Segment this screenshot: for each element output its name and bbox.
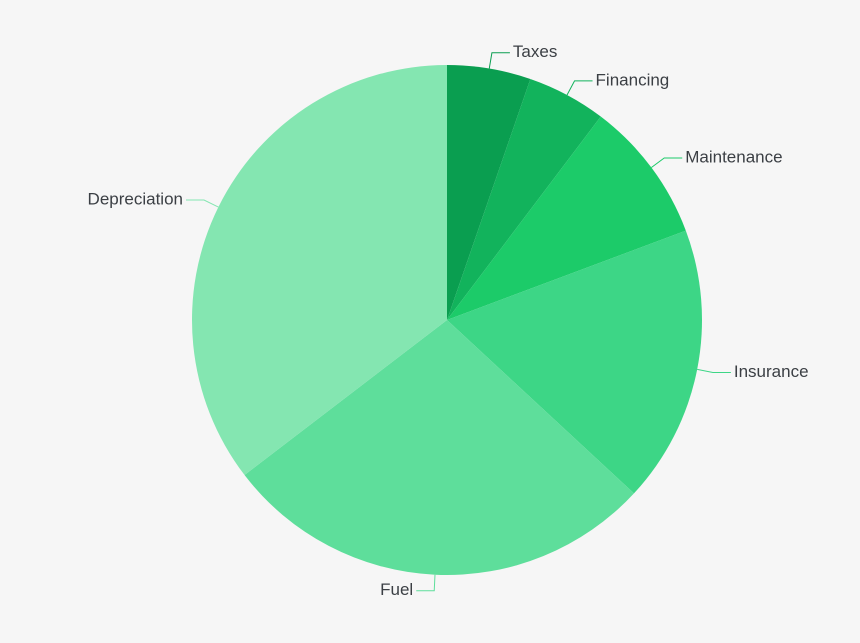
leader-line-fuel [416,574,436,592]
pie-slice-maintenance [447,116,686,321]
pie-labels: Taxes Financing Maintenance Insurance Fuel De… [88,42,809,599]
leader-line-maintenance [651,157,683,168]
leader-line-insurance [697,368,731,373]
leader-line-depreciation [186,199,219,208]
pie-slice-financing [447,79,601,321]
slice-label-depreciation: Depreciation [88,189,183,208]
slice-label-maintenance: Maintenance [685,147,782,166]
pie-slice-taxes [447,65,531,320]
pie-slice-depreciation [192,64,447,476]
slice-label-taxes: Taxes [513,42,557,61]
pie-slice-fuel [244,320,634,575]
leader-line-taxes [488,52,510,69]
slice-label-fuel: Fuel [380,580,413,599]
slice-label-insurance: Insurance [734,362,809,381]
pie-slice-insurance [447,230,702,494]
leader-line-financing [566,80,593,96]
pie-slices [192,64,702,575]
slice-label-financing: Financing [596,70,670,89]
